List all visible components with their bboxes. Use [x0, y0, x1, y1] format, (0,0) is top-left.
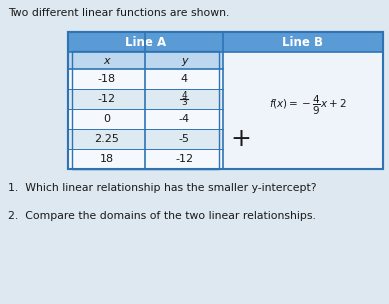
Text: 4: 4	[180, 74, 188, 84]
Bar	[145, 109, 223, 129]
Text: 3: 3	[181, 98, 187, 107]
Bar	[68, 149, 145, 169]
Text: 4: 4	[181, 91, 187, 100]
Bar	[145, 69, 223, 89]
Bar	[145, 52, 223, 69]
Bar	[68, 129, 145, 149]
Text: Two different linear functions are shown.: Two different linear functions are shown…	[8, 8, 230, 18]
Bar	[68, 32, 383, 169]
Text: 18: 18	[100, 154, 114, 164]
Text: y: y	[181, 56, 187, 65]
Text: 2.25: 2.25	[94, 134, 119, 144]
Text: -5: -5	[179, 134, 190, 144]
Bar	[72, 51, 219, 169]
Text: Line A: Line A	[125, 36, 166, 49]
Bar	[223, 32, 383, 52]
Bar	[145, 149, 223, 169]
Bar	[145, 129, 223, 149]
Text: -12: -12	[175, 154, 193, 164]
Text: +: +	[231, 127, 251, 151]
Bar	[68, 32, 223, 52]
Bar	[68, 52, 145, 69]
Text: 2.  Compare the domains of the two linear relationships.: 2. Compare the domains of the two linear…	[8, 211, 316, 221]
Text: -4: -4	[179, 114, 190, 124]
Text: 0: 0	[103, 114, 110, 124]
Text: -18: -18	[98, 74, 116, 84]
Bar	[145, 89, 223, 109]
Text: -12: -12	[98, 94, 116, 104]
Text: $f(x)=-\dfrac{4}{9}x+2$: $f(x)=-\dfrac{4}{9}x+2$	[269, 93, 347, 117]
Bar	[68, 69, 145, 89]
Bar	[68, 89, 145, 109]
Bar	[68, 109, 145, 129]
Text: 1.  Which linear relationship has the smaller y-intercept?: 1. Which linear relationship has the sma…	[8, 183, 317, 193]
Text: Line B: Line B	[282, 36, 324, 49]
Bar	[223, 52, 383, 169]
Text: x: x	[103, 56, 110, 65]
Bar	[68, 32, 383, 169]
